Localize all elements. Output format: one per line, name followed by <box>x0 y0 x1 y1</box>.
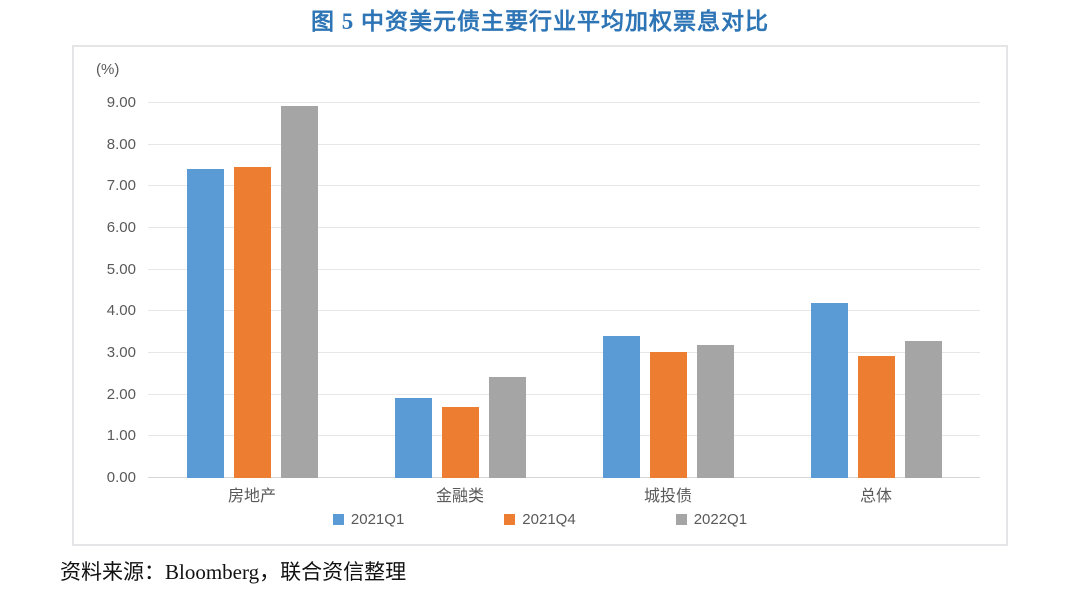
gridline-7 <box>148 185 980 187</box>
y-tick-label-0: 0.00 <box>106 469 136 486</box>
bar-group-城投债 <box>564 103 772 478</box>
bar-group-房地产 <box>148 103 356 478</box>
bars-总体 <box>772 103 980 478</box>
bars-房地产 <box>148 103 356 478</box>
bar-房地产-2021Q1 <box>186 168 224 478</box>
bars-金融类 <box>356 103 564 478</box>
x-label-总体: 总体 <box>859 488 892 505</box>
x-label-城投债: 城投债 <box>643 488 692 505</box>
bar-城投债-2021Q1 <box>602 336 640 478</box>
bar-总体-2021Q4 <box>857 356 895 478</box>
source-line: 资料来源：Bloomberg，联合资信整理 <box>60 560 407 584</box>
gridline-1 <box>148 435 980 437</box>
gridline-0 <box>148 477 980 478</box>
chart-legend: 2021Q1 2021Q4 2022Q1 <box>74 511 1006 528</box>
chart-container: (%) 0.00 1.00 2.00 3.00 4.00 5.00 6.00 7.00 8.00… <box>72 45 1008 546</box>
legend-item-2021Q1: 2021Q1 <box>332 511 405 528</box>
y-tick-label-1: 1.00 <box>106 427 136 445</box>
legend-label: 2022Q1 <box>693 511 748 528</box>
bar-房地产-2022Q1 <box>280 105 318 478</box>
figure-title: 图 5 中资美元债主要行业平均加权票息对比 <box>311 9 769 34</box>
x-label-金融类: 金融类 <box>435 488 484 505</box>
bar-总体-2021Q1 <box>810 303 848 478</box>
bar-金融类-2021Q1 <box>394 397 432 478</box>
bars-城投债 <box>564 103 772 478</box>
bar-金融类-2021Q4 <box>441 407 479 478</box>
gridline-9 <box>148 102 980 103</box>
y-tick-label-9: 9.00 <box>106 94 136 111</box>
legend-swatch-icon <box>332 514 344 525</box>
bar-总体-2022Q1 <box>904 341 942 478</box>
legend-label: 2021Q4 <box>522 511 576 528</box>
bar-城投债-2022Q1 <box>696 344 734 478</box>
legend-item-2021Q4: 2021Q4 <box>504 511 576 528</box>
legend-label: 2021Q1 <box>350 511 405 528</box>
bar-金融类-2022Q1 <box>488 376 526 478</box>
x-label-房地产: 房地产 <box>227 488 276 505</box>
gridline-6 <box>148 227 980 228</box>
legend-item-2022Q1: 2022Q1 <box>675 511 748 528</box>
y-tick-label-7: 7.00 <box>106 177 136 195</box>
y-tick-label-8: 8.00 <box>106 135 136 153</box>
y-tick-label-3: 3.00 <box>106 344 136 361</box>
bar-group-总体 <box>772 103 980 478</box>
gridline-4 <box>148 310 980 312</box>
y-tick-label-2: 2.00 <box>106 385 136 403</box>
bar-group-金融类 <box>356 103 564 478</box>
legend-swatch-icon <box>675 514 687 525</box>
y-tick-label-5: 5.00 <box>106 260 136 278</box>
gridline-3 <box>148 352 980 353</box>
plot-area <box>148 102 980 478</box>
gridline-8 <box>148 143 980 145</box>
y-tick-label-6: 6.00 <box>106 219 136 236</box>
gridline-2 <box>148 393 980 395</box>
y-axis-unit-label: (%) <box>96 61 120 78</box>
bar-城投债-2021Q4 <box>649 351 687 478</box>
bar-房地产-2021Q4 <box>233 166 271 478</box>
gridline-5 <box>148 268 980 270</box>
y-tick-label-4: 4.00 <box>106 302 136 320</box>
legend-swatch-icon <box>504 514 516 525</box>
